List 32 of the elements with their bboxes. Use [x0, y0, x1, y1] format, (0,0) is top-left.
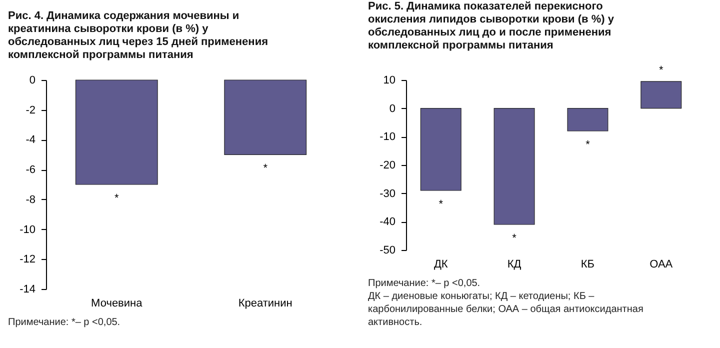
- y-tick-label: -20: [380, 160, 396, 172]
- text: ДК – диеновые коньюгаты; КД – кетодиены; КБ – карбонилированные белки; ОАА – общая антиоксидантная активность.: [368, 291, 644, 328]
- y-tick-label: -30: [380, 188, 396, 200]
- annotation: *: [263, 162, 268, 175]
- y-tick-label: 10: [383, 74, 396, 86]
- x-tick-label: ОАА: [650, 258, 674, 270]
- x-tick-label: ДК: [434, 258, 448, 270]
- y-tick-label: -14: [20, 284, 36, 296]
- y-tick-label: 0: [389, 102, 396, 115]
- x-tick-label: Креатинин: [238, 298, 292, 310]
- x-tick-label: Мочевина: [91, 298, 144, 310]
- annotation: *: [114, 192, 120, 204]
- y-tick-label: -10: [20, 224, 36, 236]
- text: Примечание: *– p <0,05.: [368, 278, 480, 289]
- chart-title: Рис. 5. Динамика показателей перекисного окисления липидов сыворотки крови (в %) у обследованных лиц до и после применения комплексной программы питания: [368, 0, 615, 52]
- y-tick-label: -40: [380, 216, 396, 228]
- x-tick-label: КД: [507, 258, 522, 270]
- chart-title: Рис. 4. Динамика содержания мочевины и креатинина сыворотки крови (в %) у обследованных лиц через 15 дней применения комплексной программы питания: [8, 10, 268, 61]
- y-tick-label: -8: [26, 194, 36, 206]
- annotation: *: [658, 64, 664, 76]
- annotation: *: [512, 232, 518, 244]
- y-tick-label: -12: [20, 254, 36, 266]
- y-tick-label: -2: [26, 104, 36, 116]
- annotation: *: [438, 198, 444, 210]
- y-tick-label: -10: [380, 131, 396, 144]
- y-tick-label: -4: [26, 134, 36, 146]
- text: Примечание: *– p <0,05.: [8, 317, 120, 328]
- annotation: *: [586, 139, 591, 151]
- x-tick-label: КБ: [580, 258, 595, 270]
- y-tick-label: -6: [26, 164, 36, 176]
- y-tick-label: -50: [380, 244, 396, 256]
- y-tick-label: 0: [29, 74, 36, 86]
